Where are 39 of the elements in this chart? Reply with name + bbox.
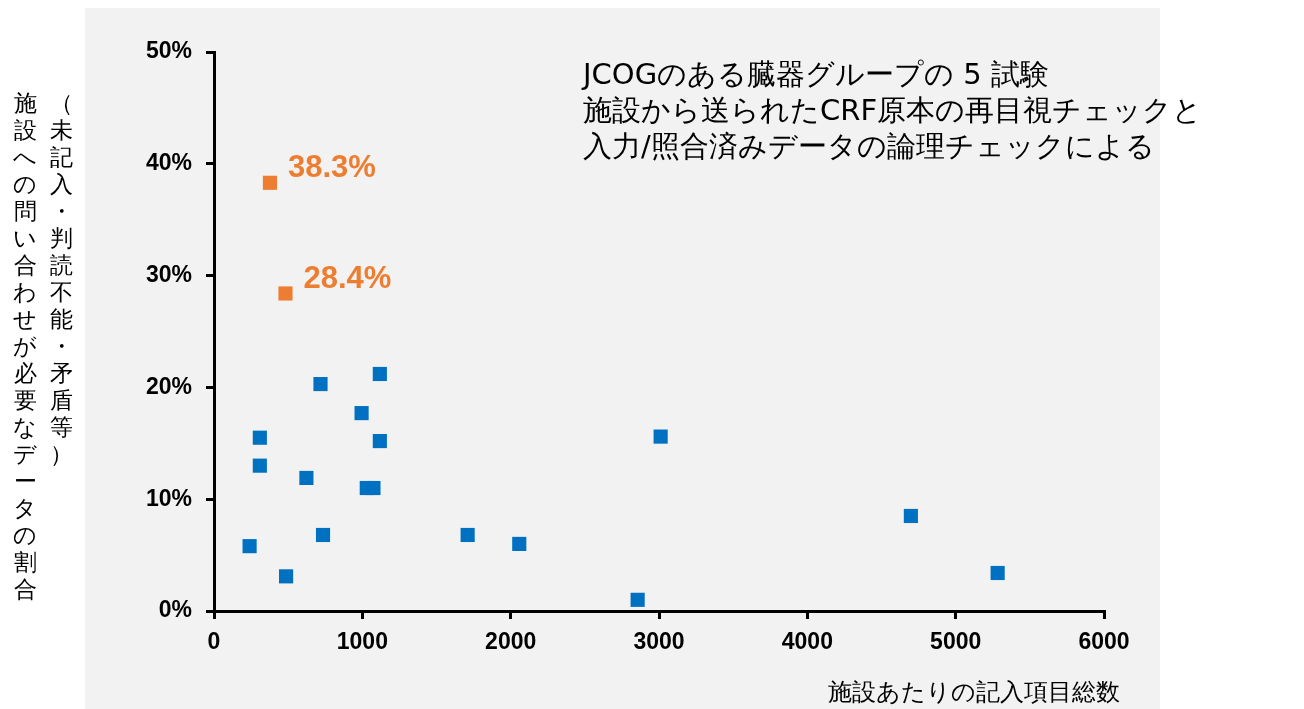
point: [372, 433, 387, 449]
point: [372, 366, 387, 382]
y-tick-label: 20%: [145, 372, 192, 399]
y-tick-label: 0%: [158, 596, 192, 623]
point: [653, 429, 668, 444]
y-tick-label: 30%: [145, 260, 192, 287]
data-label: 28.4%: [303, 260, 392, 296]
annotation: 施設から送られたCRF原本の再目視チェックと: [583, 92, 1203, 128]
point: [278, 286, 293, 301]
y-tick-label: 40%: [145, 149, 192, 176]
point: [460, 527, 475, 543]
point: [299, 470, 314, 486]
x-tick-label: 3000: [633, 628, 685, 655]
x-tick-label: 5000: [930, 628, 982, 655]
point: [990, 565, 1005, 581]
data-label: 38.3%: [287, 149, 376, 185]
x-tick-label: 1000: [336, 628, 388, 655]
point: [315, 527, 331, 543]
x-tick-label: 6000: [1078, 628, 1130, 655]
x-tick-label: 4000: [781, 628, 833, 655]
x-tick-label: 2000: [485, 628, 537, 655]
annotation: JCOGのある臓器グループの 5 試験: [583, 56, 1050, 92]
x-tick-label: 0: [207, 628, 221, 655]
y-tick-label: 10%: [145, 484, 192, 511]
text: 施設への問い合わせが必要なデータの割合（未記入・判読不能・矛盾等）: [13, 90, 73, 602]
point: [903, 508, 918, 524]
point: [354, 406, 369, 421]
point: [366, 480, 381, 496]
point: [279, 569, 294, 584]
point: [262, 175, 277, 190]
y-tick-label: 50%: [145, 37, 192, 64]
point: [252, 458, 267, 473]
point: [512, 536, 527, 551]
point: [630, 592, 645, 607]
point: [313, 376, 328, 392]
point: [252, 430, 267, 445]
point: [242, 539, 257, 554]
annotation: 入力/照合済みデータの論理チェックによる: [583, 128, 1156, 164]
x-axis-title: 施設あたりの記入項目総数: [828, 677, 1120, 708]
